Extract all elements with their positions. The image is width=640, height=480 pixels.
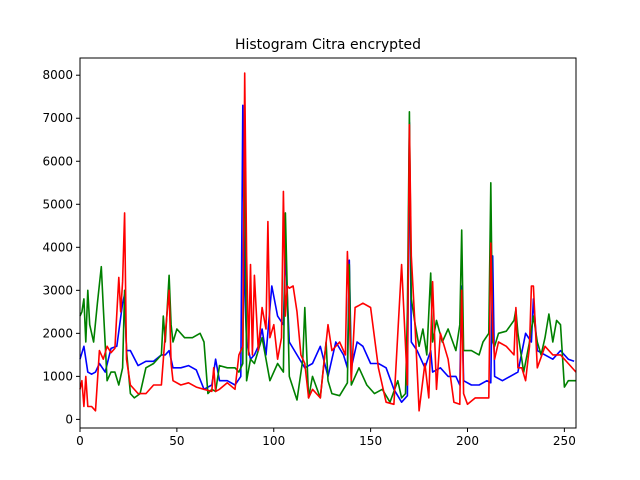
y-tick-label: 5000 [42, 197, 73, 211]
x-tick-label: 250 [553, 434, 576, 448]
series-line-3 [79, 72, 577, 412]
y-tick-label: 3000 [42, 283, 73, 297]
x-axis: 0 50 100 150 200 250 [76, 428, 576, 448]
plot-frame [79, 57, 577, 429]
y-tick-label: 4000 [42, 240, 73, 254]
series-layer [79, 72, 577, 412]
x-tick-label: 100 [262, 434, 285, 448]
chart-title: Histogram Citra encrypted [235, 37, 421, 53]
x-tick-label: 0 [76, 434, 84, 448]
y-tick-label: 0 [65, 412, 73, 426]
x-tick-label: 150 [359, 434, 382, 448]
x-tick-label: 200 [456, 434, 479, 448]
y-tick-label: 6000 [42, 154, 73, 168]
y-tick-label: 7000 [42, 111, 73, 125]
y-tick-label: 2000 [42, 326, 73, 340]
y-axis: 0 1000 2000 3000 4000 5000 6000 7000 8000 [42, 68, 80, 426]
series-line-1 [79, 104, 575, 404]
y-tick-label: 1000 [42, 369, 73, 383]
x-tick-label: 50 [169, 434, 184, 448]
y-tick-label: 8000 [42, 68, 73, 82]
